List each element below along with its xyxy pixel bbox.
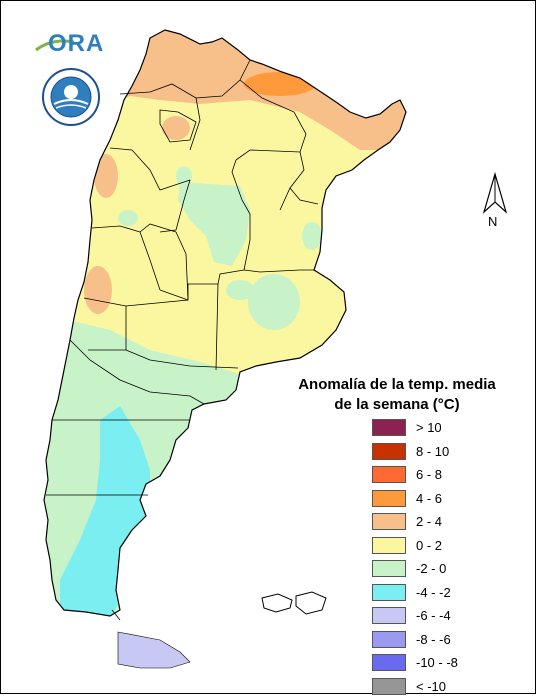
legend-swatch [372, 631, 406, 648]
tierra-del-fuego [118, 632, 190, 668]
legend-label: -6 - -4 [416, 607, 451, 624]
legend-swatch [372, 537, 406, 554]
legend-item: < -10 [372, 676, 492, 699]
legend-item: -6 - -4 [372, 605, 492, 629]
legend-swatch [372, 419, 406, 436]
legend-swatch [372, 466, 406, 483]
legend-swatch [372, 513, 406, 530]
malvinas-islands [262, 592, 326, 614]
legend-label: 0 - 2 [416, 537, 442, 554]
legend-label: 4 - 6 [416, 490, 442, 507]
legend-item: -10 - -8 [372, 652, 492, 676]
legend-title-line-2: de la semana (°C) [296, 395, 498, 415]
legend-swatch [372, 584, 406, 601]
legend-label: -10 - -8 [416, 654, 458, 671]
legend-item: 8 - 10 [372, 441, 492, 465]
legend-item: -2 - 0 [372, 558, 492, 582]
legend-item: 0 - 2 [372, 535, 492, 559]
legend-label: -8 - -6 [416, 631, 451, 648]
legend-title: Anomalía de la temp. media de la semana … [296, 375, 498, 415]
legend-label: < -10 [416, 678, 446, 695]
legend-item: 6 - 8 [372, 464, 492, 488]
legend-label: -4 - -2 [416, 584, 451, 601]
legend-swatch [372, 490, 406, 507]
legend-label: -2 - 0 [416, 560, 446, 577]
legend-label: 2 - 4 [416, 513, 442, 530]
ora-logo-text: ORA [48, 30, 104, 58]
legend-item: > 10 [372, 417, 492, 441]
legend-item: -8 - -6 [372, 629, 492, 653]
legend-swatch [372, 443, 406, 460]
ora-logo: ORA [34, 30, 106, 60]
north-arrow-icon [480, 172, 510, 216]
legend-swatch [372, 654, 406, 671]
legend-swatch [372, 607, 406, 624]
legend-swatch [372, 560, 406, 577]
legend-label: 8 - 10 [416, 443, 449, 460]
north-label: N [488, 214, 497, 229]
legend-swatch [372, 678, 406, 695]
legend-title-line-1: Anomalía de la temp. media [296, 375, 498, 395]
legend-label: > 10 [416, 419, 442, 436]
north-arrow: N [480, 172, 510, 232]
smn-seal-logo [42, 68, 100, 126]
legend-label: 6 - 8 [416, 466, 442, 483]
legend-item: 4 - 6 [372, 488, 492, 512]
legend-item: 2 - 4 [372, 511, 492, 535]
legend: > 10 8 - 10 6 - 8 4 - 6 2 - 4 0 - 2 -2 -… [372, 417, 492, 699]
legend-item: -4 - -2 [372, 582, 492, 606]
